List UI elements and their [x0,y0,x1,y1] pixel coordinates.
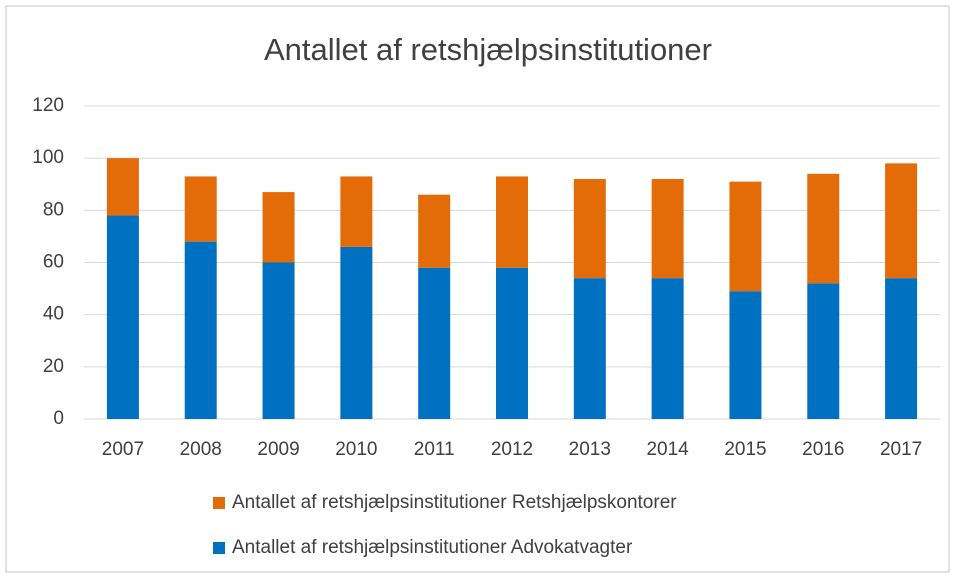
bar-segment [106,158,139,216]
y-tick-label: 80 [43,199,64,220]
x-tick-label: 2013 [569,439,611,460]
bar-segment [262,262,295,419]
bar-segment [184,241,217,419]
x-tick-label: 2007 [102,439,144,460]
bar-segment [418,267,451,419]
bar-segment [885,163,918,279]
bar-segment [885,278,918,419]
bar-segment [106,215,139,419]
bar-segment [807,283,840,419]
y-tick-label: 20 [43,356,64,377]
bar-segment [262,192,295,263]
x-tick-label: 2010 [335,439,377,460]
y-tick-label: 60 [43,252,64,273]
bar-segment [496,267,528,419]
bar-segment [184,176,217,242]
bar-segment [573,179,606,279]
x-tick-label: 2016 [802,439,844,460]
x-tick-label: 2012 [491,439,533,460]
bar-segment [573,278,606,419]
x-tick-label: 2011 [414,439,455,460]
x-tick-label: 2014 [646,439,689,460]
y-tick-label: 100 [32,147,64,168]
legend-label: Antallet af retshjælpsinstitutioner Rets… [232,492,677,513]
x-tick-label: 2015 [724,439,766,460]
bar-segment [651,179,684,279]
y-tick-label: 120 [32,95,64,116]
bar-segment [729,181,762,292]
legend-swatch [213,497,225,509]
y-tick-label: 0 [53,408,64,429]
chart-title: Antallet af retshjælpsinstitutioner [264,32,712,67]
x-tick-label: 2017 [880,439,922,460]
y-tick-label: 40 [43,304,64,325]
bar-segment [496,176,528,268]
bar-segment [729,291,762,419]
legend-swatch [213,542,225,554]
legend-label: Antallet af retshjælpsinstitutioner Advo… [232,537,633,558]
bar-segment [418,194,451,268]
bar-segment [807,173,840,284]
chart-border [5,5,950,573]
x-tick-label: 2009 [257,439,299,460]
bar-segment [340,246,373,419]
x-tick-label: 2008 [180,439,222,460]
bar-segment [340,176,373,247]
bar-segment [651,278,684,419]
